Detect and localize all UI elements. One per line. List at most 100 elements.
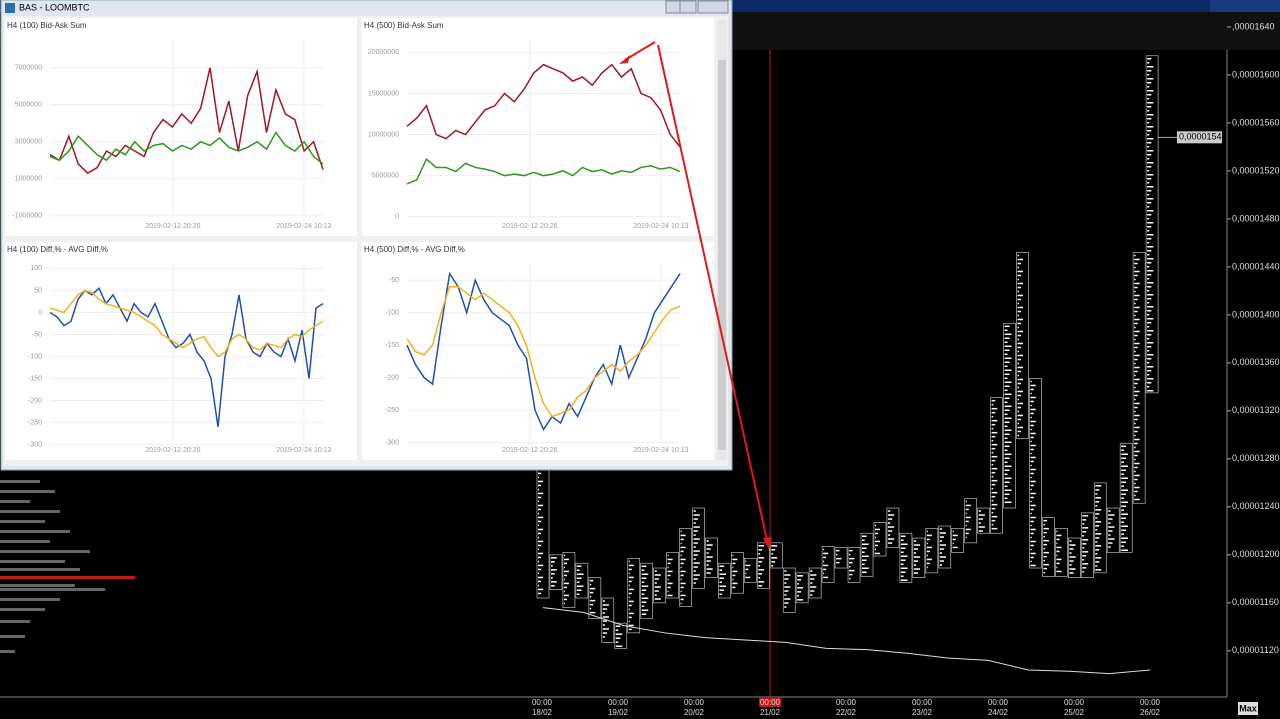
profile-box xyxy=(1068,537,1081,578)
profile-box xyxy=(756,542,770,589)
window-title: BAS - LOOMBTC xyxy=(19,2,90,12)
y-tick-label: 0 xyxy=(38,309,42,316)
profile-box xyxy=(653,567,666,604)
profile-box xyxy=(912,537,926,578)
series-line xyxy=(406,63,681,148)
x-tick-label: 2019-02-24 10:13 xyxy=(276,447,331,454)
profile-box xyxy=(808,567,822,599)
profile-box xyxy=(951,528,965,553)
profile-box xyxy=(964,498,978,544)
profile-box xyxy=(588,577,602,619)
time-label: 00:00 xyxy=(532,698,553,707)
profile-box xyxy=(562,552,576,608)
panel xyxy=(362,242,714,460)
profile-box xyxy=(821,546,835,583)
y-tick-label: -200 xyxy=(28,397,42,404)
price-label: 0,00001560 xyxy=(1232,117,1280,127)
date-label: 25/02 xyxy=(1064,708,1085,717)
y-tick-label: 3000000 xyxy=(15,139,42,146)
panel xyxy=(362,18,714,236)
y-tick-label: -250 xyxy=(28,419,42,426)
series-line xyxy=(49,289,324,358)
maximize-button[interactable] xyxy=(679,0,697,14)
profile-box xyxy=(679,528,692,607)
current-price-label: 0,00001548 xyxy=(1179,132,1227,142)
panel-title: H4 (500) Bid-Ask Sum xyxy=(364,21,444,30)
price-label: 0,00001400 xyxy=(1232,309,1280,319)
time-label: 00:00 xyxy=(684,698,705,707)
profile-box xyxy=(575,562,589,599)
y-tick-label: -50 xyxy=(389,277,399,284)
annotation-arrow xyxy=(624,41,656,61)
panel-title: H4 (500) Diff,% - AVG Diff,% xyxy=(364,245,465,254)
profile-box xyxy=(744,558,757,583)
profile-box xyxy=(1016,252,1029,439)
volume-profile xyxy=(0,480,135,653)
profile-box xyxy=(847,547,861,583)
y-tick-label: 1000000 xyxy=(15,176,42,183)
y-tick-label: -300 xyxy=(385,439,399,446)
current-price-box xyxy=(1177,131,1222,144)
app-window-controls[interactable] xyxy=(1210,0,1280,12)
series-line xyxy=(406,158,681,185)
profile-box xyxy=(640,562,654,619)
profile-box xyxy=(1145,55,1159,394)
price-label: ,00001640 xyxy=(1232,21,1275,31)
time-label: 00:00 xyxy=(988,698,1009,707)
x-tick-label: 2019-02-24 10:13 xyxy=(633,447,688,454)
y-tick-label: -100 xyxy=(28,353,42,360)
profile-box xyxy=(1029,378,1042,569)
price-label: 0,00001360 xyxy=(1232,357,1280,367)
x-tick-label: 2019-02-12 20:26 xyxy=(145,447,200,454)
y-tick-label: 7000000 xyxy=(15,65,42,72)
y-tick-label: 20000000 xyxy=(368,49,399,56)
x-tick-label: 2019-02-24 10:13 xyxy=(276,223,331,230)
time-label: 00:00 xyxy=(836,698,857,707)
profile-box xyxy=(938,525,952,569)
time-label: 00:00 xyxy=(1064,698,1085,707)
profile-box xyxy=(1093,482,1107,574)
profile-box xyxy=(1119,442,1133,553)
profile-box xyxy=(692,507,705,589)
profile-box xyxy=(886,507,900,548)
profile-box xyxy=(977,507,990,534)
profile-box xyxy=(1106,507,1120,553)
max-button[interactable] xyxy=(1238,702,1258,715)
price-label: 0,00001600 xyxy=(1232,69,1280,79)
series-line xyxy=(49,67,324,175)
price-label: 0,00001240 xyxy=(1232,501,1280,511)
profile-box xyxy=(899,532,913,583)
x-tick-label: 2019-02-12 20:26 xyxy=(502,223,557,230)
profile-box xyxy=(614,622,628,649)
price-label: 0,00001280 xyxy=(1232,453,1280,463)
panel xyxy=(5,242,357,460)
date-label: 21/02 xyxy=(760,708,781,717)
y-tick-label: 5000000 xyxy=(372,173,399,180)
profile-box xyxy=(1080,512,1094,578)
y-tick-label: 15000000 xyxy=(368,90,399,97)
profile-box xyxy=(705,537,718,578)
x-tick-label: 2019-02-12 20:26 xyxy=(502,447,557,454)
max-button-label[interactable]: Max xyxy=(1239,703,1257,713)
indicator-line xyxy=(542,607,1151,675)
y-tick-label: 10000000 xyxy=(368,131,399,138)
y-tick-label: 5000000 xyxy=(15,102,42,109)
time-label: 00:00 xyxy=(912,698,933,707)
series-line xyxy=(406,271,681,432)
profile-box xyxy=(1132,252,1146,504)
panel xyxy=(5,18,357,236)
y-tick-label: -100 xyxy=(385,310,399,317)
y-tick-label: -1000000 xyxy=(12,213,42,220)
y-tick-label: -200 xyxy=(385,374,399,381)
close-button[interactable] xyxy=(697,0,729,14)
arrow-head xyxy=(619,55,630,64)
scrollbar-thumb[interactable] xyxy=(718,60,726,450)
y-tick-label: -150 xyxy=(385,342,399,349)
profile-box xyxy=(1003,322,1016,509)
date-label: 19/02 xyxy=(608,708,629,717)
y-tick-label: 50 xyxy=(34,287,42,294)
date-label: 18/02 xyxy=(532,708,553,717)
profile-box xyxy=(666,552,679,599)
